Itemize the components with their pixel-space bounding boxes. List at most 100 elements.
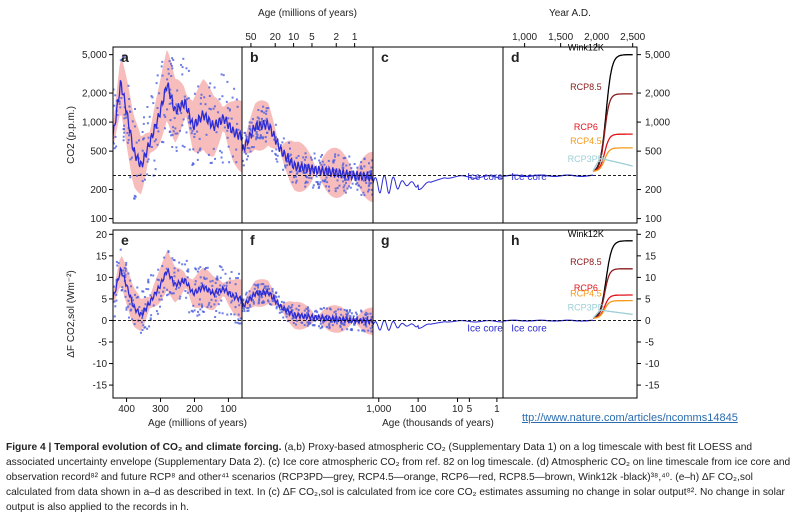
proxy-point bbox=[201, 310, 204, 313]
proxy-point bbox=[226, 136, 229, 139]
proxy-point bbox=[316, 315, 318, 318]
proxy-point bbox=[146, 122, 149, 125]
proxy-point bbox=[243, 308, 246, 310]
proxy-point bbox=[132, 299, 134, 302]
proxy-point bbox=[256, 283, 259, 286]
forcing-right-tick-label: -5 bbox=[645, 338, 654, 349]
proxy-point bbox=[206, 266, 209, 269]
proxy-point bbox=[172, 292, 175, 295]
proxy-point bbox=[328, 324, 331, 327]
proxy-point bbox=[205, 277, 208, 280]
proxy-point bbox=[141, 316, 144, 319]
proxy-point bbox=[285, 315, 288, 318]
proxy-point bbox=[323, 163, 326, 166]
source-url-link[interactable]: ttp://www.nature.com/articles/ncomms1484… bbox=[522, 412, 738, 424]
proxy-point bbox=[328, 307, 331, 310]
proxy-point bbox=[172, 126, 174, 129]
proxy-point bbox=[271, 290, 274, 293]
proxy-point bbox=[244, 131, 246, 134]
proxy-point bbox=[285, 308, 288, 311]
proxy-point bbox=[236, 105, 239, 108]
loess-line bbox=[113, 80, 242, 168]
proxy-point bbox=[199, 147, 202, 150]
proxy-point bbox=[290, 309, 293, 312]
proxy-point bbox=[271, 150, 274, 153]
proxy-point bbox=[198, 298, 201, 301]
proxy-point bbox=[363, 165, 366, 168]
scenario-label-rcp85: RCP8.5 bbox=[570, 82, 602, 92]
co2-right-tick-label: 1,000 bbox=[645, 118, 670, 129]
proxy-point bbox=[153, 140, 156, 143]
proxy-point bbox=[230, 117, 233, 120]
proxy-point bbox=[146, 160, 149, 163]
loess-line bbox=[242, 287, 373, 326]
age-top-tick-label: 50 bbox=[245, 32, 257, 43]
proxy-point bbox=[335, 313, 337, 315]
proxy-point bbox=[173, 267, 176, 270]
proxy-point bbox=[134, 108, 136, 110]
proxy-point bbox=[128, 98, 131, 100]
proxy-point bbox=[258, 298, 261, 301]
proxy-point bbox=[348, 163, 351, 166]
proxy-point bbox=[342, 186, 345, 189]
proxy-point bbox=[303, 172, 306, 174]
proxy-point bbox=[242, 298, 245, 301]
proxy-point bbox=[356, 188, 359, 191]
forcing-left-tick-label: 5 bbox=[101, 294, 107, 305]
proxy-point bbox=[362, 191, 365, 194]
proxy-point bbox=[252, 118, 254, 121]
proxy-point bbox=[370, 330, 373, 333]
proxy-point bbox=[262, 300, 265, 303]
proxy-point bbox=[315, 309, 318, 312]
proxy-point bbox=[129, 110, 131, 113]
proxy-point bbox=[221, 95, 224, 98]
proxy-point bbox=[113, 142, 115, 145]
proxy-point bbox=[259, 135, 262, 138]
proxy-point bbox=[242, 159, 244, 162]
proxy-point bbox=[199, 102, 202, 105]
proxy-point bbox=[210, 298, 213, 301]
proxy-point bbox=[137, 296, 139, 299]
proxy-point bbox=[326, 168, 329, 170]
proxy-point bbox=[113, 88, 115, 91]
proxy-point bbox=[181, 66, 184, 69]
proxy-point bbox=[366, 312, 369, 315]
proxy-point bbox=[178, 297, 181, 300]
proxy-point bbox=[166, 78, 169, 81]
proxy-point bbox=[326, 181, 329, 184]
proxy-point bbox=[325, 307, 328, 310]
proxy-point bbox=[350, 167, 353, 170]
proxy-point bbox=[360, 193, 363, 196]
proxy-point bbox=[307, 310, 310, 313]
proxy-point bbox=[327, 159, 330, 162]
proxy-point bbox=[349, 309, 351, 312]
proxy-point bbox=[221, 161, 224, 164]
proxy-point bbox=[162, 290, 165, 293]
proxy-point bbox=[312, 324, 315, 327]
proxy-point bbox=[308, 176, 311, 179]
proxy-point bbox=[141, 309, 144, 312]
proxy-point bbox=[243, 151, 246, 154]
proxy-point bbox=[207, 303, 210, 306]
proxy-point bbox=[165, 267, 168, 270]
proxy-point bbox=[136, 174, 138, 177]
proxy-point bbox=[228, 281, 231, 284]
panel-frame bbox=[502, 46, 638, 224]
proxy-point bbox=[275, 148, 278, 151]
proxy-point bbox=[256, 120, 259, 123]
proxy-point bbox=[211, 284, 214, 287]
proxy-point bbox=[221, 312, 224, 315]
proxy-point bbox=[245, 291, 248, 294]
proxy-point bbox=[160, 298, 163, 301]
year-top-tick-label: 1,000 bbox=[512, 32, 537, 43]
proxy-point bbox=[348, 185, 350, 188]
proxy-point bbox=[187, 117, 190, 120]
co2-axis-label: CO2 (p.p.m.) bbox=[66, 106, 77, 164]
proxy-point bbox=[203, 96, 206, 99]
proxy-point bbox=[182, 118, 185, 121]
proxy-point bbox=[263, 111, 266, 114]
proxy-point bbox=[370, 166, 373, 169]
proxy-point bbox=[230, 313, 233, 316]
proxy-point bbox=[220, 156, 223, 159]
proxy-point bbox=[218, 265, 221, 268]
